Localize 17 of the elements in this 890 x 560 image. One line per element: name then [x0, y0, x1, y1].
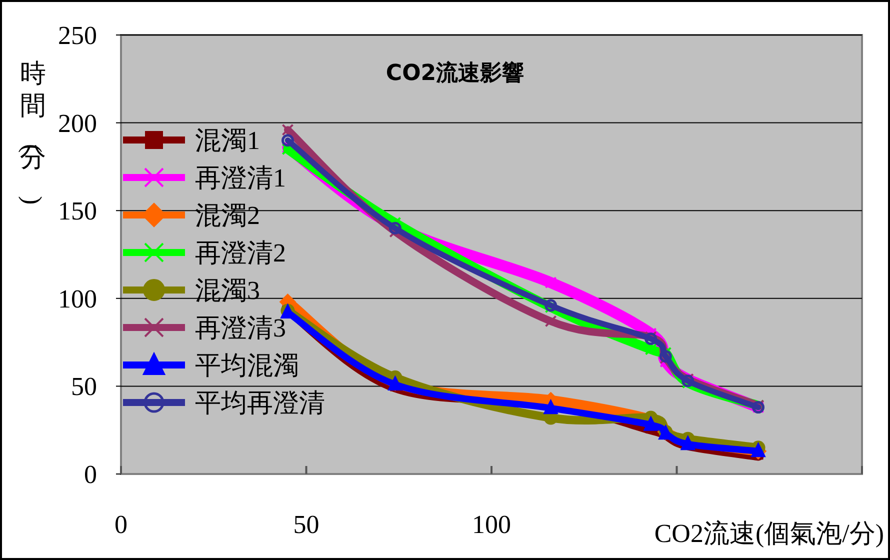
x-axis-title: CO2流速(個氣泡/分)	[654, 519, 884, 548]
legend-label: 再澄清1	[195, 164, 286, 192]
y-tick-label: 150	[58, 196, 97, 226]
x-tick-label: 0	[114, 510, 128, 539]
y-tick-label: 200	[58, 108, 97, 138]
legend-label: 混濁1	[195, 126, 260, 155]
x-tick-label: 100	[472, 510, 511, 539]
y-tick-label: 50	[71, 372, 97, 402]
legend-label: 平均混濁	[195, 351, 299, 380]
legend-label: 再澄清2	[195, 238, 286, 268]
y-tick-label: 250	[58, 21, 97, 50]
text: CO2流速影響	[386, 60, 524, 86]
legend-label: 再澄清3	[195, 314, 286, 342]
x-tick-label: 50	[293, 510, 320, 539]
y-tick-label: 100	[58, 284, 97, 314]
legend-label: 平均再澄清	[195, 388, 325, 418]
y-tick-label: 0	[84, 460, 97, 489]
